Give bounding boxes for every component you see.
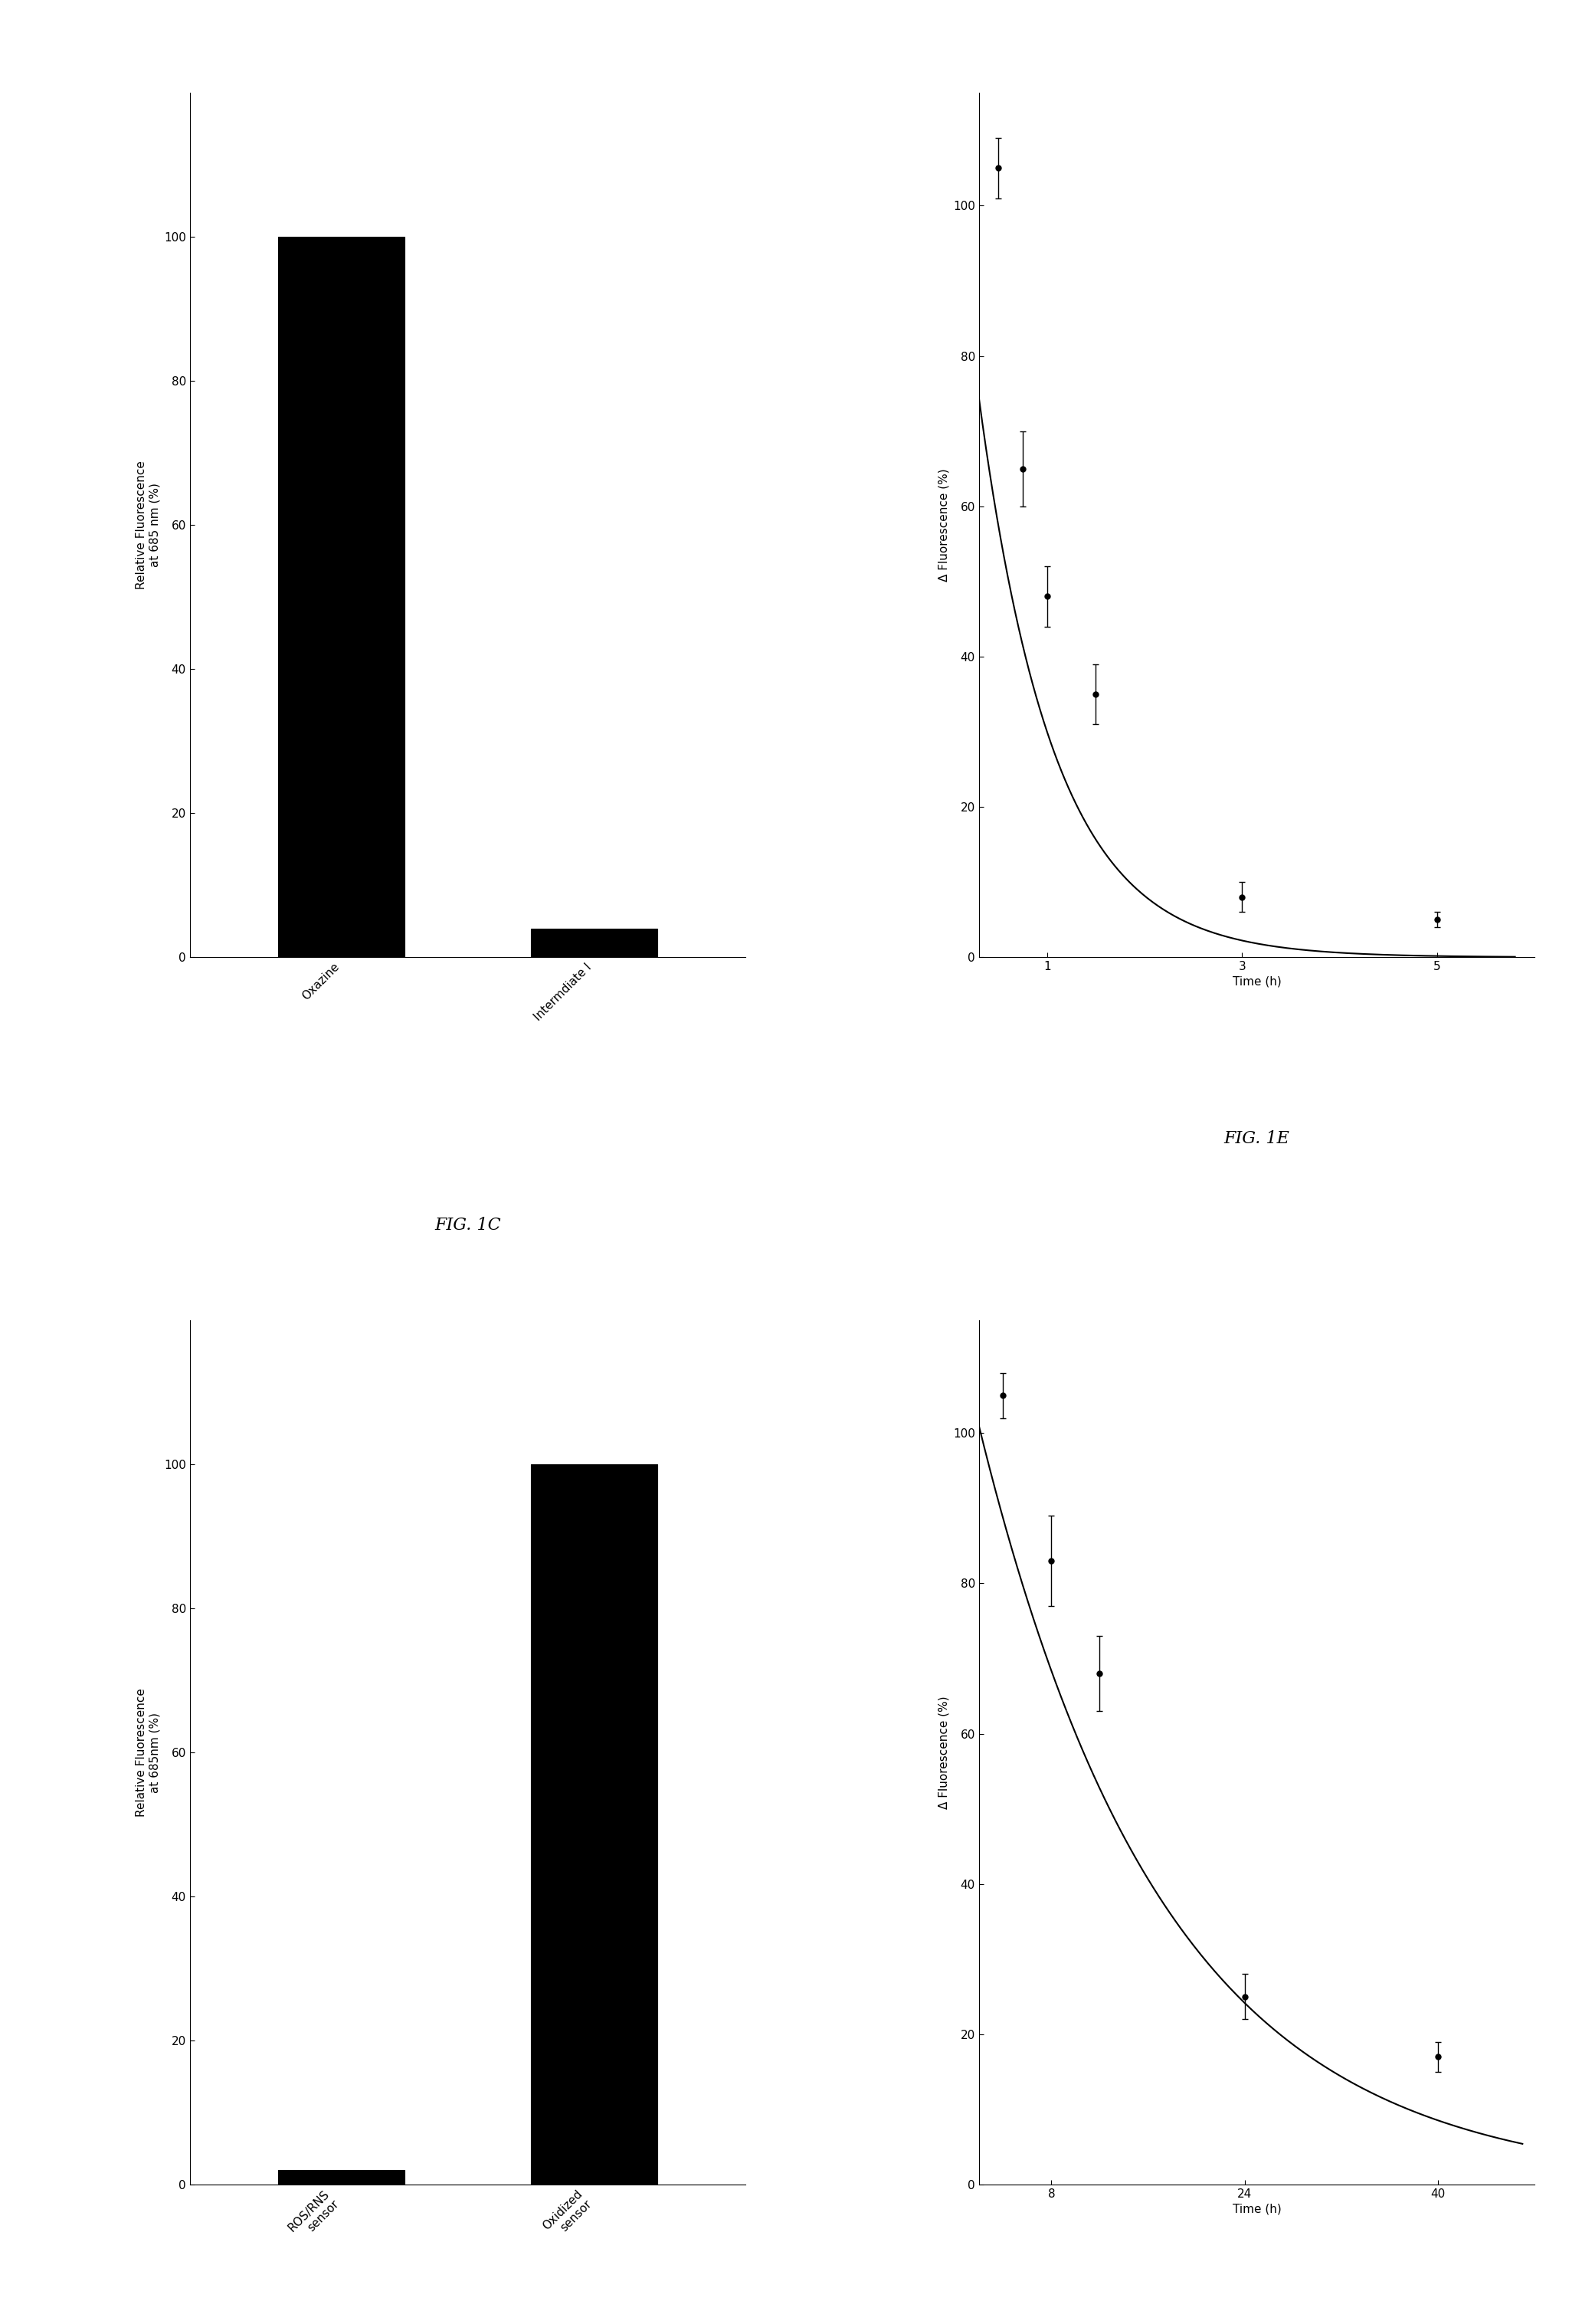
X-axis label: Time (h): Time (h) [1232, 976, 1281, 988]
Bar [278, 2171, 405, 2185]
Y-axis label: Δ Fluorescence (%): Δ Fluorescence (%) [938, 469, 949, 581]
Y-axis label: Relative Fluorescence
at 685 nm (%): Relative Fluorescence at 685 nm (%) [136, 460, 161, 590]
Text: FIG. 1C: FIG. 1C [435, 1215, 501, 1234]
Text: FIG. 1E: FIG. 1E [1224, 1129, 1289, 1148]
Y-axis label: Relative Fluorescence
at 685nm (%): Relative Fluorescence at 685nm (%) [136, 1687, 161, 1817]
X-axis label: Time (h): Time (h) [1232, 2203, 1281, 2215]
Y-axis label: Δ Fluorescence (%): Δ Fluorescence (%) [938, 1697, 949, 1808]
Bar [278, 237, 405, 957]
Bar [532, 930, 657, 957]
Bar [532, 1464, 657, 2185]
